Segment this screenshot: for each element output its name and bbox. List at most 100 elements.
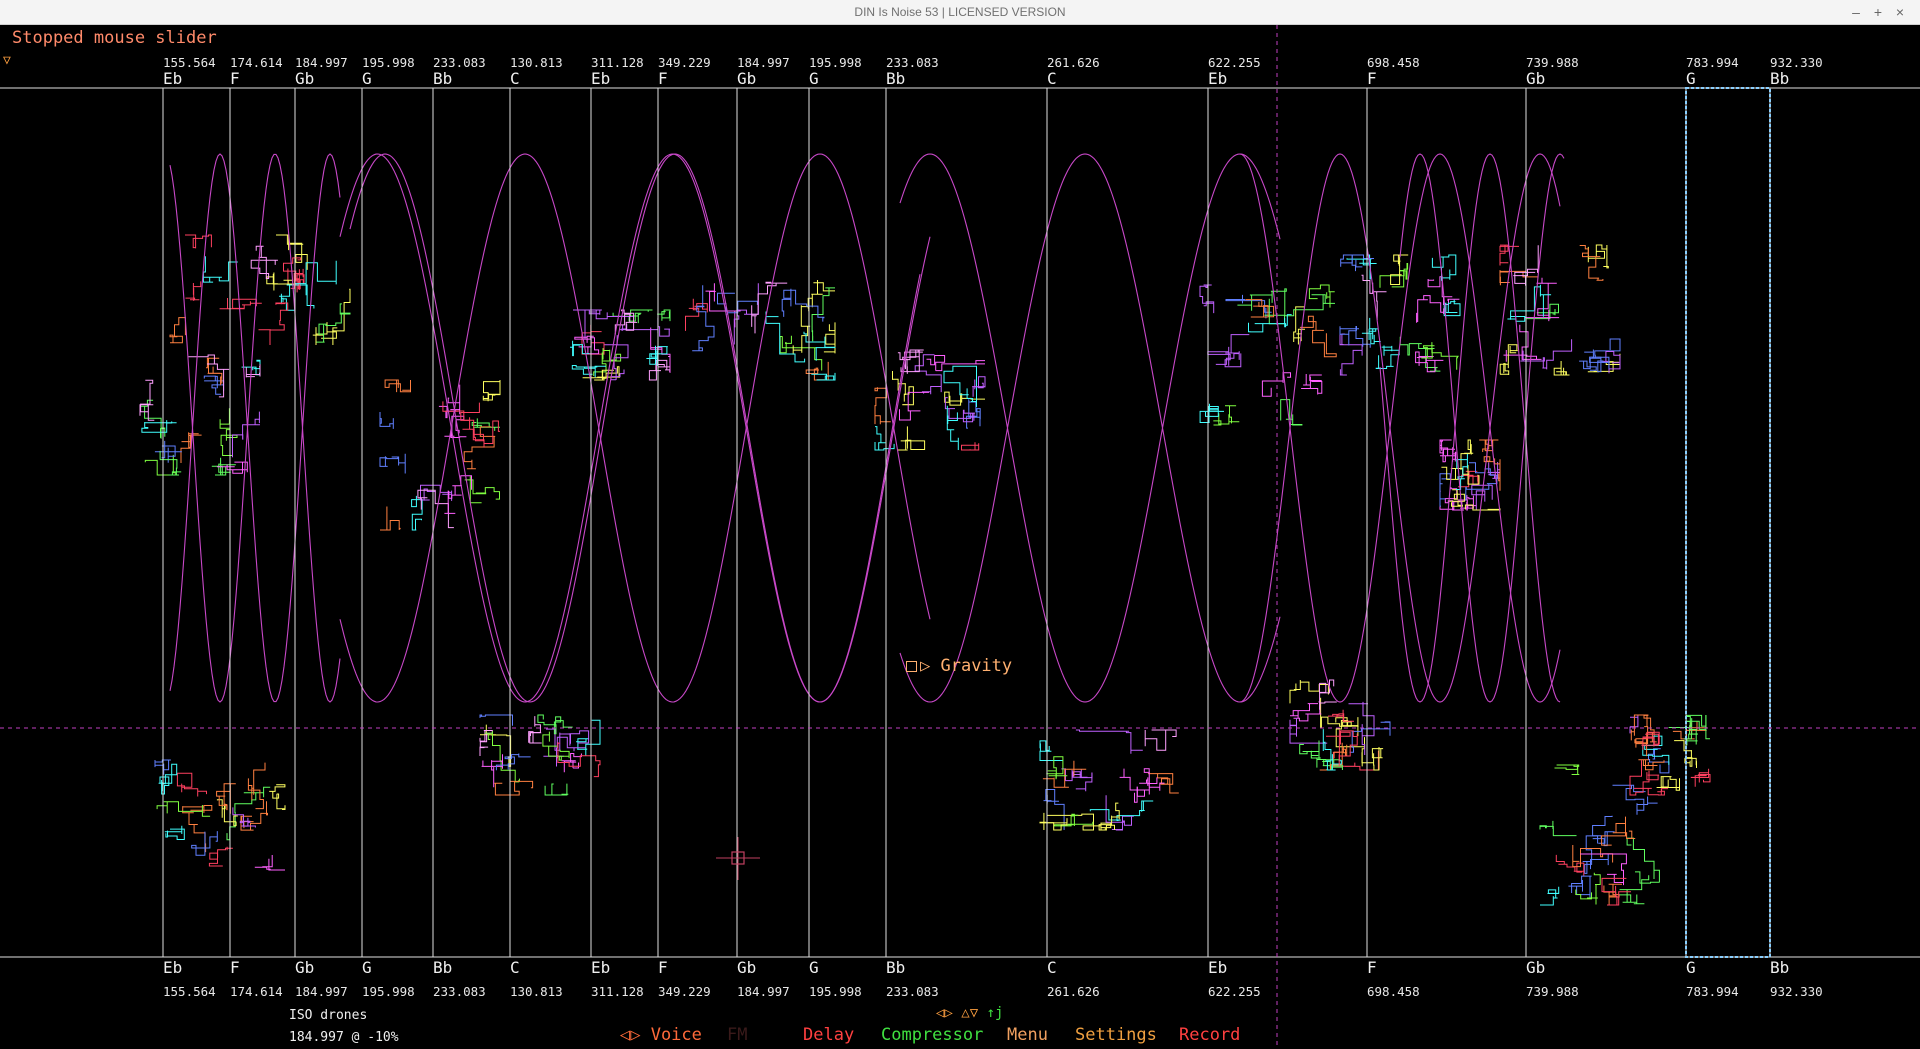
drone-trail (464, 476, 500, 504)
top-frequency-label: 184.997 (295, 55, 348, 70)
top-frequency-label: 698.458 (1367, 55, 1420, 70)
drone-trail (972, 376, 986, 397)
drone-trail (546, 728, 590, 751)
menu-button[interactable]: Menu (1007, 1025, 1048, 1045)
drone-trail (943, 365, 977, 407)
bottom-frequency-label: 130.813 (510, 984, 563, 999)
drone-trail (269, 784, 286, 810)
drone-trail (1633, 787, 1669, 796)
drone-trail (185, 234, 212, 249)
drone-trail (287, 268, 305, 293)
top-note-label: Bb (433, 69, 453, 88)
bottom-note-label: Gb (737, 958, 757, 977)
drone-trail (479, 714, 513, 726)
drone-trail (897, 426, 926, 451)
drone-trail (570, 340, 590, 357)
drone-trail (1379, 263, 1409, 288)
drone-trail (1685, 714, 1707, 745)
maximize-button[interactable]: + (1873, 4, 1883, 20)
top-frequency-label: 739.988 (1526, 55, 1579, 70)
selected-range-box[interactable] (1685, 87, 1771, 958)
top-frequency-label: 349.229 (658, 55, 711, 70)
drone-trail (1460, 439, 1474, 470)
drone-trail (1499, 270, 1538, 286)
drone-trail (1439, 473, 1451, 507)
drone-trail (646, 345, 668, 366)
din-canvas-area[interactable]: 155.564 Eb Eb 155.564 174.614 F F 174.614 184.99… (0, 25, 1920, 1047)
pan-arrows-icon[interactable]: ◁▷ △▽ (936, 1005, 979, 1021)
drone-trail (1098, 802, 1120, 831)
gravity-checkbox-icon[interactable] (906, 660, 917, 672)
drone-trail (1415, 351, 1444, 373)
drone-trail (1540, 886, 1560, 906)
drone-trail (176, 772, 207, 797)
microtonal-keyboard-canvas[interactable] (0, 25, 1920, 1047)
close-button[interactable]: × (1895, 4, 1905, 20)
minimize-button[interactable]: – (1852, 4, 1860, 20)
drone-trail (471, 418, 500, 431)
drone-trail (1584, 349, 1610, 373)
up-down-icon[interactable]: ↑j (986, 1005, 1004, 1021)
record-button[interactable]: Record (1179, 1025, 1241, 1045)
top-frequency-label: 622.255 (1208, 55, 1261, 70)
bottom-note-label: Bb (1770, 958, 1790, 977)
settings-button[interactable]: Settings (1075, 1025, 1157, 1045)
collapse-toggle-icon[interactable]: ▽ (3, 53, 11, 68)
bottom-frequency-label: 233.083 (886, 984, 939, 999)
drone-trail (537, 714, 573, 735)
drone-trail (1427, 276, 1460, 305)
drone-trail (1319, 679, 1337, 710)
drone-trails-layer (139, 234, 1711, 906)
top-frequency-label: 155.564 (163, 55, 216, 70)
voice-button[interactable]: ◁▷ Voice (620, 1025, 702, 1045)
overlay-layer (0, 25, 1920, 1047)
drone-trail (332, 288, 351, 345)
top-note-label: G (809, 69, 819, 88)
navigation-arrows[interactable]: ◁▷ △▽ ↑j (936, 1005, 1003, 1021)
drone-trail (1456, 453, 1468, 490)
drone-trail (944, 397, 976, 423)
drone-trail (1554, 764, 1580, 775)
drone-trail (316, 303, 351, 343)
drone-trail (576, 719, 601, 756)
delay-button[interactable]: Delay (803, 1025, 855, 1045)
drone-trail (1075, 729, 1143, 754)
drone-trail (1499, 244, 1519, 266)
drone-trail (1349, 721, 1391, 753)
drone-trail (1582, 835, 1609, 874)
drone-trail (1457, 495, 1477, 511)
drone-trail (614, 309, 638, 335)
drone-trail (811, 287, 835, 342)
drone-trail (1147, 773, 1179, 794)
bottom-frequency-label: 174.614 (230, 984, 283, 999)
drone-trail (792, 297, 811, 355)
gravity-widget[interactable]: ▷ Gravity (906, 656, 1012, 676)
drone-trail (444, 475, 472, 514)
drone-trail (379, 453, 406, 474)
drone-trail (619, 317, 670, 337)
bottom-frequency-label: 184.997 (737, 984, 790, 999)
pitch-curve (349, 153, 921, 703)
drone-trail (811, 372, 836, 381)
drone-trail (188, 354, 230, 398)
drone-trail (966, 399, 981, 429)
drone-trail (202, 256, 238, 283)
bottom-frequency-label: 261.626 (1047, 984, 1100, 999)
top-frequency-label: 932.330 (1770, 55, 1823, 70)
drone-trail (219, 408, 238, 456)
pitch-curve (1379, 153, 1561, 703)
drone-trail (1416, 295, 1445, 323)
drone-trail (232, 807, 256, 828)
top-note-label: F (658, 69, 668, 88)
fm-button[interactable]: FM (727, 1025, 748, 1045)
compressor-button[interactable]: Compressor (881, 1025, 984, 1045)
top-note-label: F (1367, 69, 1377, 88)
drone-trail (1601, 351, 1621, 374)
drone-trail (1054, 813, 1094, 827)
drone-trail (573, 309, 601, 315)
drone-trail (463, 426, 496, 470)
drone-trail (1441, 465, 1480, 485)
drone-trail (542, 731, 570, 761)
bottom-frequency-label: 195.998 (809, 984, 862, 999)
drone-trail (1683, 718, 1698, 746)
